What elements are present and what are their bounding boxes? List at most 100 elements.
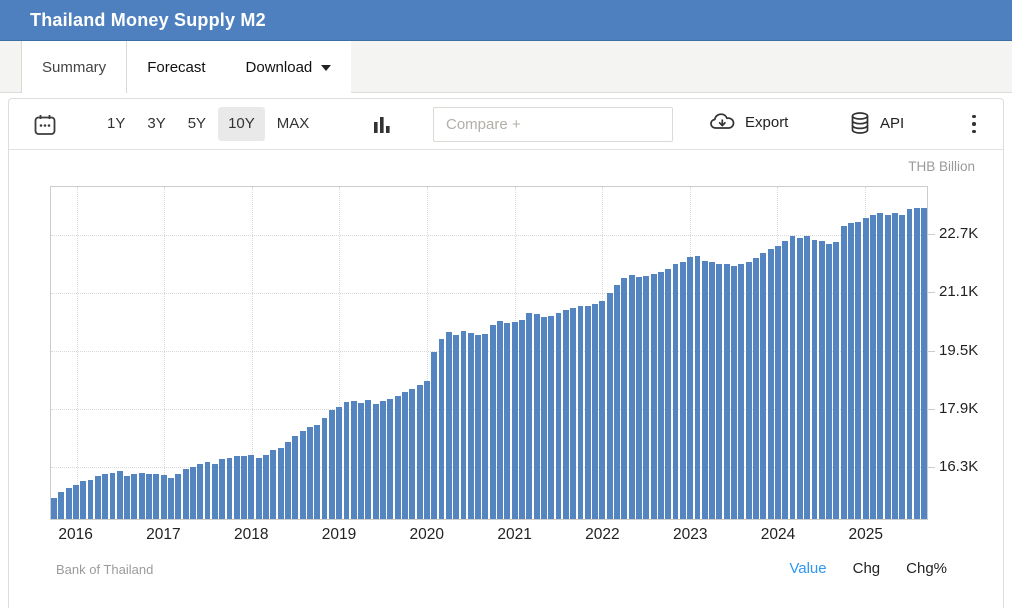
x-axis-label: 2022 xyxy=(585,526,620,543)
bar-2017-03 xyxy=(175,473,182,519)
bar-2018-11 xyxy=(321,418,328,519)
bar-2024-12 xyxy=(855,222,862,519)
bar-2018-08 xyxy=(299,431,306,519)
bar-2023-07 xyxy=(731,265,737,519)
chart-type-button[interactable] xyxy=(369,112,395,138)
bar-2023-10 xyxy=(753,257,759,519)
footer-link-value[interactable]: Value xyxy=(789,560,827,577)
bar-2019-09 xyxy=(394,395,401,519)
bar-2021-03 xyxy=(526,313,533,519)
bar-2022-08 xyxy=(650,273,657,519)
bar-2022-04 xyxy=(621,278,628,519)
database-icon xyxy=(849,111,871,135)
bar-2017-07 xyxy=(204,461,211,519)
export-button[interactable]: Export xyxy=(709,111,788,133)
bar-2024-03 xyxy=(789,236,796,519)
bar-2018-03 xyxy=(263,455,269,519)
bar-2016-11 xyxy=(146,474,152,519)
bar-2021-06 xyxy=(548,315,555,519)
tab-summary[interactable]: Summary xyxy=(21,41,128,93)
y-gridline xyxy=(51,408,927,410)
y-gridline xyxy=(51,350,927,352)
x-gridline xyxy=(426,187,428,519)
bar-2025-01 xyxy=(862,218,869,519)
bar-2022-01 xyxy=(599,300,606,519)
bar-2023-01 xyxy=(687,256,694,519)
bar-2025-08 xyxy=(913,208,920,519)
bar-2019-01 xyxy=(336,406,343,519)
bar-2020-02 xyxy=(431,352,438,519)
bar-2020-12 xyxy=(504,323,511,519)
bar-2017-04 xyxy=(182,469,189,519)
bar-2023-08 xyxy=(738,264,745,519)
series-mode-links: Value Chg Chg% xyxy=(789,560,947,577)
y-axis-label: 21.1K xyxy=(939,283,979,301)
tab-forecast[interactable]: Forecast xyxy=(127,41,225,93)
bar-2021-02 xyxy=(519,319,525,519)
x-gridline xyxy=(76,187,78,519)
range-1y-button[interactable]: 1Y xyxy=(107,115,126,132)
x-axis-label: 2025 xyxy=(848,526,884,543)
bar-2024-04 xyxy=(796,238,803,519)
range-max-button[interactable]: MAX xyxy=(276,115,310,132)
bar-2023-02 xyxy=(694,255,701,519)
bar-2020-10 xyxy=(489,324,496,519)
content-panel: 1Y 3Y 5Y 10Y MAX Export xyxy=(8,98,1004,608)
y-axis-label: 16.3K xyxy=(939,458,979,476)
bar-2019-11 xyxy=(409,388,416,519)
bar-2023-11 xyxy=(760,252,767,519)
api-button[interactable]: API xyxy=(849,111,904,135)
export-label: Export xyxy=(745,113,789,131)
bar-series xyxy=(51,187,928,519)
bar-2016-04 xyxy=(94,475,101,519)
bar-2017-01 xyxy=(160,475,167,519)
bar-2016-02 xyxy=(80,481,87,519)
caret-down-icon xyxy=(321,65,332,71)
tab-label: Forecast xyxy=(147,58,206,76)
bar-2020-04 xyxy=(445,331,452,519)
bar-2023-04 xyxy=(709,262,716,519)
date-range-calendar-button[interactable] xyxy=(31,111,59,139)
y-axis-tick xyxy=(928,467,935,469)
tab-download[interactable]: Download xyxy=(226,41,352,93)
bar-2018-04 xyxy=(270,450,277,519)
y-gridline xyxy=(51,466,927,468)
bar-2016-12 xyxy=(153,474,160,519)
bar-2022-10 xyxy=(665,268,672,519)
y-axis-tick xyxy=(928,292,935,294)
bar-2019-03 xyxy=(350,401,357,519)
chart-area: THB Billion Bank of Thailand Value Chg Chg… xyxy=(9,150,1003,608)
tabs: Summary Forecast Download xyxy=(21,41,352,93)
bar-2021-12 xyxy=(592,304,599,519)
bar-2015-12 xyxy=(65,487,72,519)
chart-toolbar: 1Y 3Y 5Y 10Y MAX Export xyxy=(9,99,1003,150)
bar-2025-04 xyxy=(884,214,891,519)
footer-link-chgpct[interactable]: Chg% xyxy=(906,560,947,577)
bar-2022-09 xyxy=(657,272,664,519)
footer-link-chg[interactable]: Chg xyxy=(852,560,881,577)
bar-2023-12 xyxy=(767,248,774,519)
x-axis-label: 2019 xyxy=(321,526,357,543)
range-3y-button[interactable]: 3Y xyxy=(147,115,166,132)
bar-2021-09 xyxy=(570,307,577,519)
x-axis-label: 2023 xyxy=(672,526,708,543)
bar-2024-01 xyxy=(774,245,781,519)
bar-2022-03 xyxy=(614,285,620,519)
bar-2016-09 xyxy=(131,473,138,519)
bar-2023-09 xyxy=(745,261,752,519)
bar-2016-07 xyxy=(116,471,123,519)
calendar-icon xyxy=(32,112,58,138)
more-options-button[interactable] xyxy=(961,111,987,137)
x-axis-label: 2020 xyxy=(409,526,445,543)
bar-2022-06 xyxy=(636,276,642,519)
bar-2015-11 xyxy=(58,491,65,519)
bar-2015-10 xyxy=(51,498,57,519)
bar-2017-12 xyxy=(241,456,248,519)
bar-2016-10 xyxy=(138,472,145,519)
compare-input[interactable] xyxy=(433,107,673,142)
bar-2023-03 xyxy=(701,260,708,519)
chart-plot[interactable] xyxy=(50,186,928,520)
bar-2021-07 xyxy=(555,312,562,519)
range-10y-button[interactable]: 10Y xyxy=(218,107,265,141)
range-5y-button[interactable]: 5Y xyxy=(187,115,207,132)
